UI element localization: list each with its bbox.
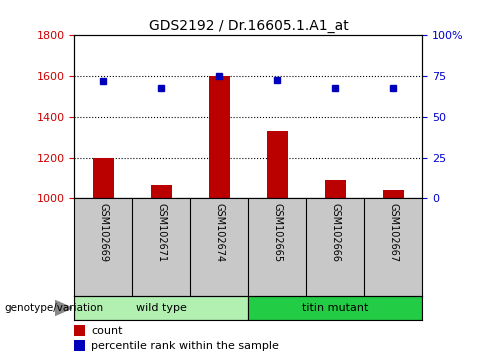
Text: GSM102674: GSM102674 xyxy=(215,203,225,262)
Text: titin mutant: titin mutant xyxy=(302,303,369,313)
Bar xyxy=(267,131,288,198)
Bar xyxy=(93,158,114,198)
Text: GSM102671: GSM102671 xyxy=(156,203,167,262)
Bar xyxy=(383,190,404,198)
Text: percentile rank within the sample: percentile rank within the sample xyxy=(92,341,279,350)
Text: wild type: wild type xyxy=(136,303,187,313)
Bar xyxy=(74,325,85,336)
Text: GSM102665: GSM102665 xyxy=(272,203,282,262)
Bar xyxy=(209,76,229,198)
Bar xyxy=(74,341,85,351)
Title: GDS2192 / Dr.16605.1.A1_at: GDS2192 / Dr.16605.1.A1_at xyxy=(148,19,348,33)
Polygon shape xyxy=(55,301,72,315)
Bar xyxy=(325,180,346,198)
Text: GSM102669: GSM102669 xyxy=(98,203,108,262)
Text: count: count xyxy=(92,326,123,336)
Text: GSM102666: GSM102666 xyxy=(330,203,340,262)
Bar xyxy=(249,296,422,320)
Bar xyxy=(151,185,171,198)
Text: genotype/variation: genotype/variation xyxy=(5,303,104,313)
Text: GSM102667: GSM102667 xyxy=(388,203,398,262)
Bar xyxy=(74,296,249,320)
